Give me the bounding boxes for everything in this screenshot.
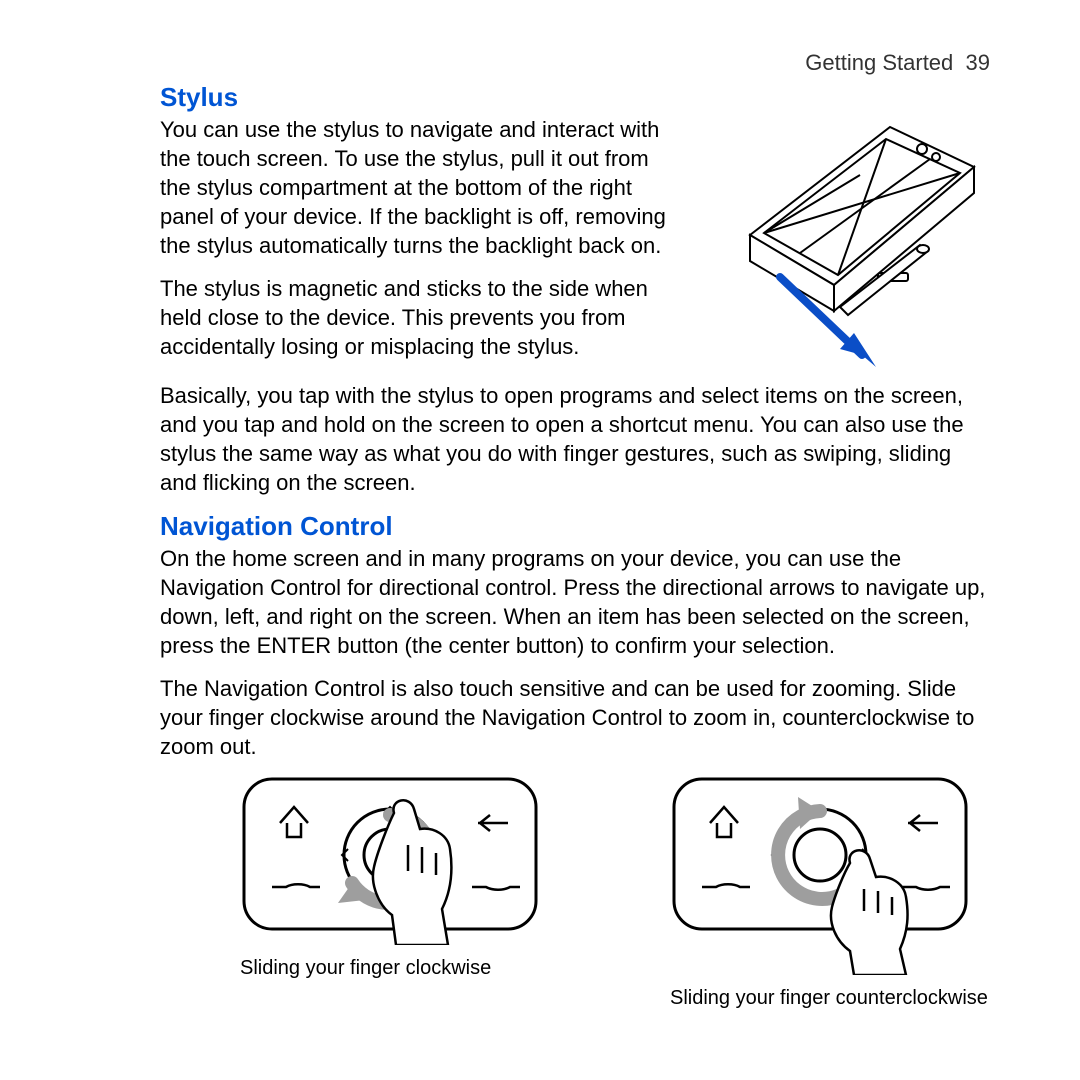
nav-figure-cw: Sliding your finger clockwise	[240, 775, 560, 1011]
stylus-heading: Stylus	[160, 82, 990, 113]
stylus-p3: Basically, you tap with the stylus to op…	[160, 381, 990, 497]
caption-ccw: Sliding your finger counterclockwise	[670, 986, 990, 1011]
manual-page: Getting Started 39 Stylus	[0, 0, 1080, 1080]
page-number: 39	[966, 50, 990, 75]
nav-figures-row: Sliding your finger clockwise	[240, 775, 990, 1011]
section-name: Getting Started	[805, 50, 953, 75]
nav-p2: The Navigation Control is also touch sen…	[160, 674, 990, 761]
caption-cw: Sliding your finger clockwise	[240, 956, 560, 981]
page-header: Getting Started 39	[160, 50, 990, 76]
nav-figure-ccw: Sliding your finger counterclockwise	[670, 775, 990, 1011]
device-stylus-figure	[690, 115, 990, 375]
nav-p1: On the home screen and in many programs …	[160, 544, 990, 660]
nav-heading: Navigation Control	[160, 511, 990, 542]
